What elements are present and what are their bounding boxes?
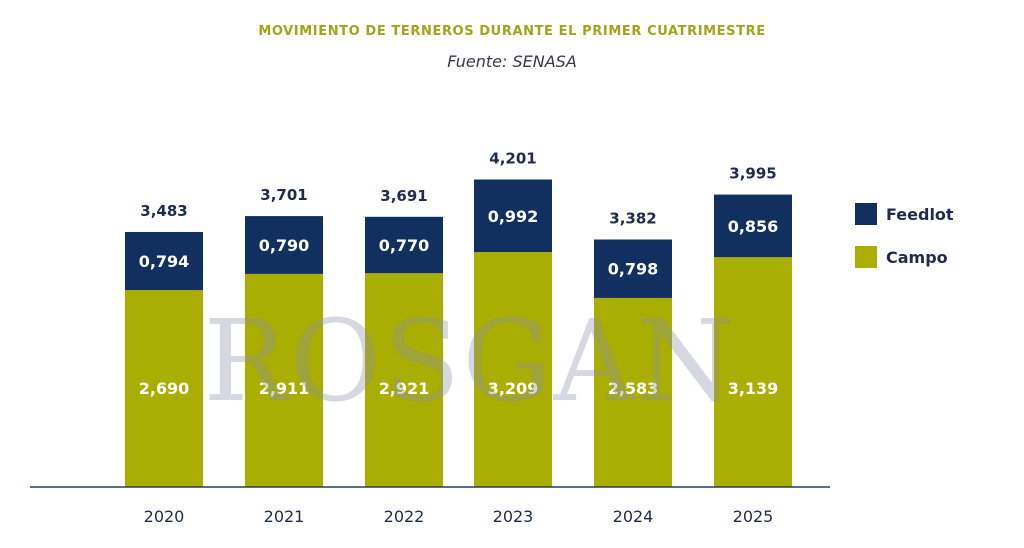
label-total-2025: 3,995 <box>729 165 776 183</box>
label-campo-2021: 2,911 <box>259 379 310 398</box>
legend-swatch-campo <box>855 246 877 268</box>
x-tick-2025: 2025 <box>733 507 774 526</box>
legend-label-campo: Campo <box>886 248 948 267</box>
bar-feedlot-2020 <box>125 231 203 291</box>
label-feedlot-2025: 0,856 <box>728 217 779 236</box>
label-feedlot-2020: 0,794 <box>139 252 190 271</box>
bar-campo-2021 <box>245 273 323 487</box>
bar-campo-2025 <box>714 257 792 487</box>
chart-subtitle: Fuente: SENASA <box>447 52 577 71</box>
label-total-2024: 3,382 <box>609 210 656 228</box>
bar-campo-2022 <box>365 273 443 487</box>
label-feedlot-2021: 0,790 <box>259 236 310 255</box>
bar-feedlot-2021 <box>245 216 323 274</box>
chart-title: MOVIMIENTO DE TERNEROS DURANTE EL PRIMER… <box>258 24 766 39</box>
legend-label-feedlot: Feedlot <box>886 205 954 224</box>
x-tick-2023: 2023 <box>493 507 534 526</box>
label-total-2021: 3,701 <box>260 186 307 204</box>
label-feedlot-2023: 0,992 <box>488 207 539 226</box>
label-campo-2024: 2,583 <box>608 379 659 398</box>
bar-feedlot-2024 <box>594 239 672 298</box>
x-tick-2020: 2020 <box>144 507 185 526</box>
legend-swatch-feedlot <box>855 203 877 225</box>
label-campo-2023: 3,209 <box>488 379 539 398</box>
label-campo-2020: 2,690 <box>139 379 190 398</box>
label-campo-2022: 2,921 <box>379 379 430 398</box>
x-tick-2024: 2024 <box>613 507 654 526</box>
watermark-logo: ROSGAN <box>203 297 736 427</box>
bar-campo-2020 <box>125 290 203 487</box>
x-tick-2022: 2022 <box>384 507 425 526</box>
bar-campo-2024 <box>594 297 672 487</box>
x-tick-2021: 2021 <box>264 507 305 526</box>
label-feedlot-2022: 0,770 <box>379 236 430 255</box>
label-campo-2025: 3,139 <box>728 379 779 398</box>
label-total-2023: 4,201 <box>489 149 536 167</box>
bar-campo-2023 <box>474 252 552 487</box>
label-total-2020: 3,483 <box>140 202 187 220</box>
label-total-2022: 3,691 <box>380 187 427 205</box>
label-feedlot-2024: 0,798 <box>608 260 659 279</box>
bar-feedlot-2022 <box>365 216 443 274</box>
bar-feedlot-2025 <box>714 194 792 258</box>
bar-feedlot-2023 <box>474 179 552 253</box>
